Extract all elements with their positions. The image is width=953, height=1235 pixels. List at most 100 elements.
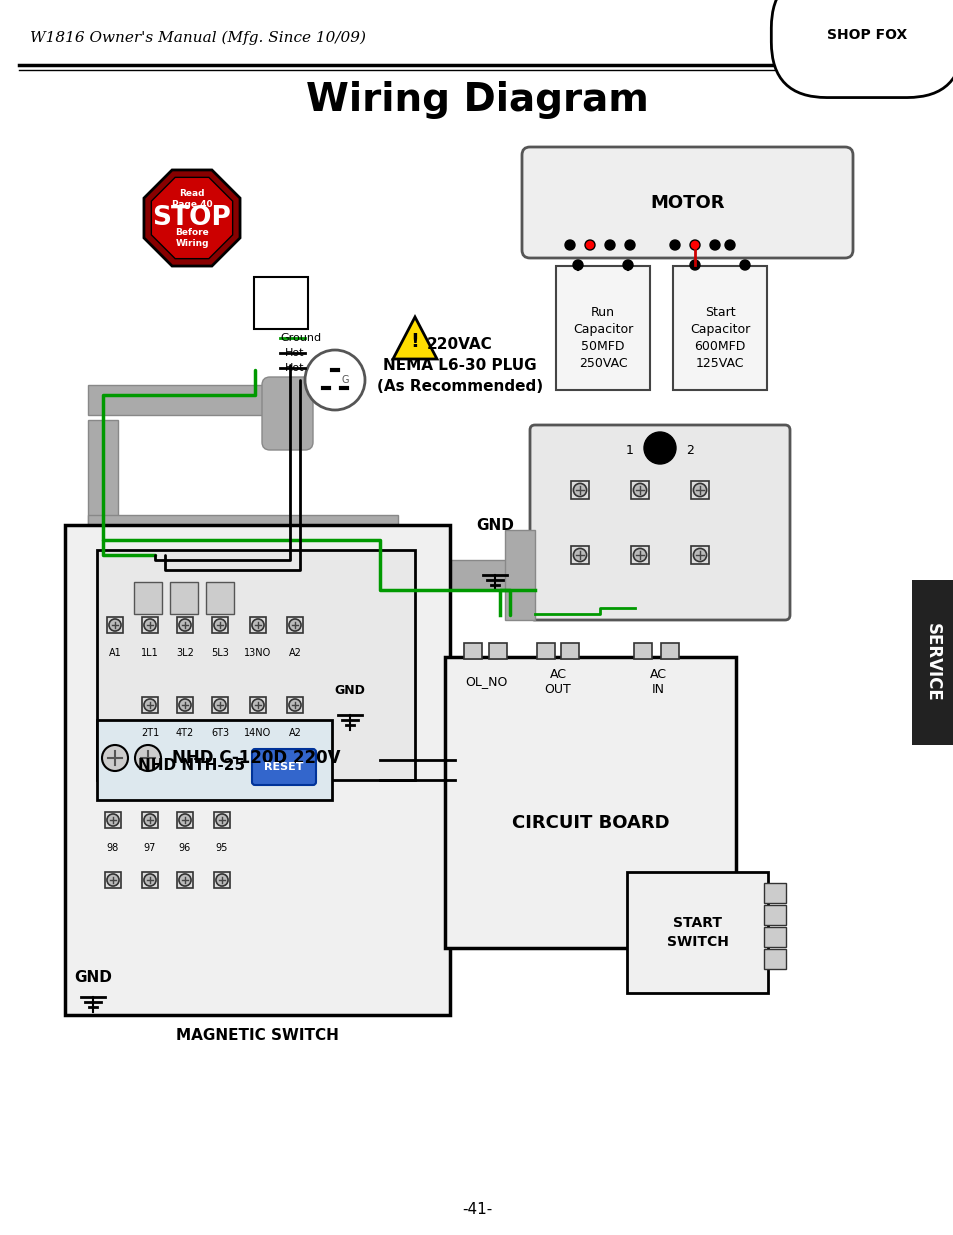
Text: -41-: -41-: [461, 1203, 492, 1218]
Circle shape: [573, 548, 586, 562]
FancyBboxPatch shape: [252, 748, 315, 785]
Circle shape: [179, 814, 191, 826]
FancyBboxPatch shape: [65, 525, 450, 1015]
FancyBboxPatch shape: [521, 147, 852, 258]
FancyBboxPatch shape: [763, 948, 785, 969]
FancyBboxPatch shape: [660, 643, 679, 659]
Text: NHD NTH-25: NHD NTH-25: [138, 757, 245, 773]
Text: GND: GND: [335, 683, 365, 697]
Text: AC
OUT: AC OUT: [544, 668, 571, 697]
FancyBboxPatch shape: [634, 643, 651, 659]
Text: 13NO: 13NO: [244, 648, 272, 658]
Text: GND: GND: [74, 969, 112, 984]
FancyBboxPatch shape: [763, 905, 785, 925]
FancyBboxPatch shape: [571, 482, 588, 499]
FancyBboxPatch shape: [206, 582, 233, 614]
FancyBboxPatch shape: [571, 546, 588, 564]
FancyBboxPatch shape: [690, 546, 708, 564]
Circle shape: [689, 240, 700, 249]
FancyBboxPatch shape: [133, 582, 162, 614]
FancyBboxPatch shape: [250, 697, 266, 713]
Circle shape: [573, 261, 582, 270]
FancyBboxPatch shape: [250, 616, 266, 634]
Text: 96: 96: [178, 844, 191, 853]
FancyBboxPatch shape: [212, 616, 228, 634]
Text: Wiring Diagram: Wiring Diagram: [305, 82, 648, 119]
Text: 4T2: 4T2: [175, 727, 193, 739]
FancyBboxPatch shape: [504, 530, 535, 620]
FancyBboxPatch shape: [88, 385, 293, 415]
Text: 95: 95: [215, 844, 228, 853]
Text: A1: A1: [109, 648, 121, 658]
Circle shape: [144, 814, 156, 826]
Circle shape: [689, 261, 700, 270]
FancyBboxPatch shape: [463, 643, 481, 659]
Text: Read
Page 40: Read Page 40: [172, 189, 213, 209]
Circle shape: [740, 261, 749, 270]
FancyBboxPatch shape: [763, 927, 785, 947]
Circle shape: [709, 240, 720, 249]
Text: 1: 1: [625, 443, 634, 457]
FancyBboxPatch shape: [287, 616, 303, 634]
Circle shape: [693, 548, 706, 562]
Circle shape: [643, 432, 676, 464]
FancyBboxPatch shape: [530, 425, 789, 620]
Text: RESET: RESET: [264, 762, 303, 772]
Circle shape: [604, 240, 615, 249]
Circle shape: [107, 874, 119, 885]
Text: GND: GND: [476, 517, 514, 532]
Text: 3L2: 3L2: [176, 648, 193, 658]
FancyBboxPatch shape: [911, 580, 953, 745]
FancyBboxPatch shape: [170, 582, 198, 614]
FancyBboxPatch shape: [262, 377, 313, 450]
Text: AC
IN: AC IN: [649, 668, 666, 697]
FancyBboxPatch shape: [213, 811, 230, 829]
Circle shape: [109, 619, 121, 631]
Text: 2T1: 2T1: [141, 727, 159, 739]
Text: 2: 2: [685, 443, 693, 457]
Polygon shape: [144, 170, 240, 266]
FancyBboxPatch shape: [537, 643, 555, 659]
FancyBboxPatch shape: [88, 515, 397, 545]
FancyBboxPatch shape: [444, 657, 735, 948]
Polygon shape: [393, 317, 436, 359]
FancyBboxPatch shape: [142, 697, 158, 713]
Text: Start
Capacitor
600MFD
125VAC: Start Capacitor 600MFD 125VAC: [689, 306, 749, 370]
Circle shape: [584, 240, 595, 249]
Text: MOTOR: MOTOR: [650, 194, 724, 211]
FancyBboxPatch shape: [88, 420, 118, 700]
Text: 97: 97: [144, 844, 156, 853]
FancyBboxPatch shape: [97, 550, 415, 781]
FancyBboxPatch shape: [489, 643, 506, 659]
Text: 98: 98: [107, 844, 119, 853]
Text: A2: A2: [288, 648, 301, 658]
FancyBboxPatch shape: [368, 545, 397, 750]
Text: START
SWITCH: START SWITCH: [666, 916, 728, 948]
FancyBboxPatch shape: [763, 883, 785, 903]
FancyBboxPatch shape: [176, 616, 193, 634]
Text: SHOP FOX: SHOP FOX: [826, 28, 906, 42]
Circle shape: [252, 699, 264, 711]
Text: 1L1: 1L1: [141, 648, 159, 658]
FancyBboxPatch shape: [287, 697, 303, 713]
Circle shape: [573, 483, 586, 496]
FancyBboxPatch shape: [560, 643, 578, 659]
Circle shape: [564, 240, 575, 249]
Text: STOP: STOP: [152, 205, 232, 231]
Circle shape: [135, 745, 161, 771]
Circle shape: [102, 745, 128, 771]
FancyBboxPatch shape: [626, 872, 767, 993]
Text: NHD C-120D 220V: NHD C-120D 220V: [172, 748, 340, 767]
Circle shape: [213, 619, 226, 631]
FancyBboxPatch shape: [97, 720, 332, 800]
FancyBboxPatch shape: [213, 872, 230, 888]
Circle shape: [215, 874, 228, 885]
Circle shape: [693, 483, 706, 496]
Text: 14NO: 14NO: [244, 727, 272, 739]
Polygon shape: [152, 178, 233, 258]
FancyBboxPatch shape: [107, 616, 123, 634]
Circle shape: [179, 619, 191, 631]
FancyBboxPatch shape: [556, 266, 649, 390]
Text: Before
Wiring: Before Wiring: [175, 228, 209, 248]
FancyBboxPatch shape: [631, 546, 648, 564]
